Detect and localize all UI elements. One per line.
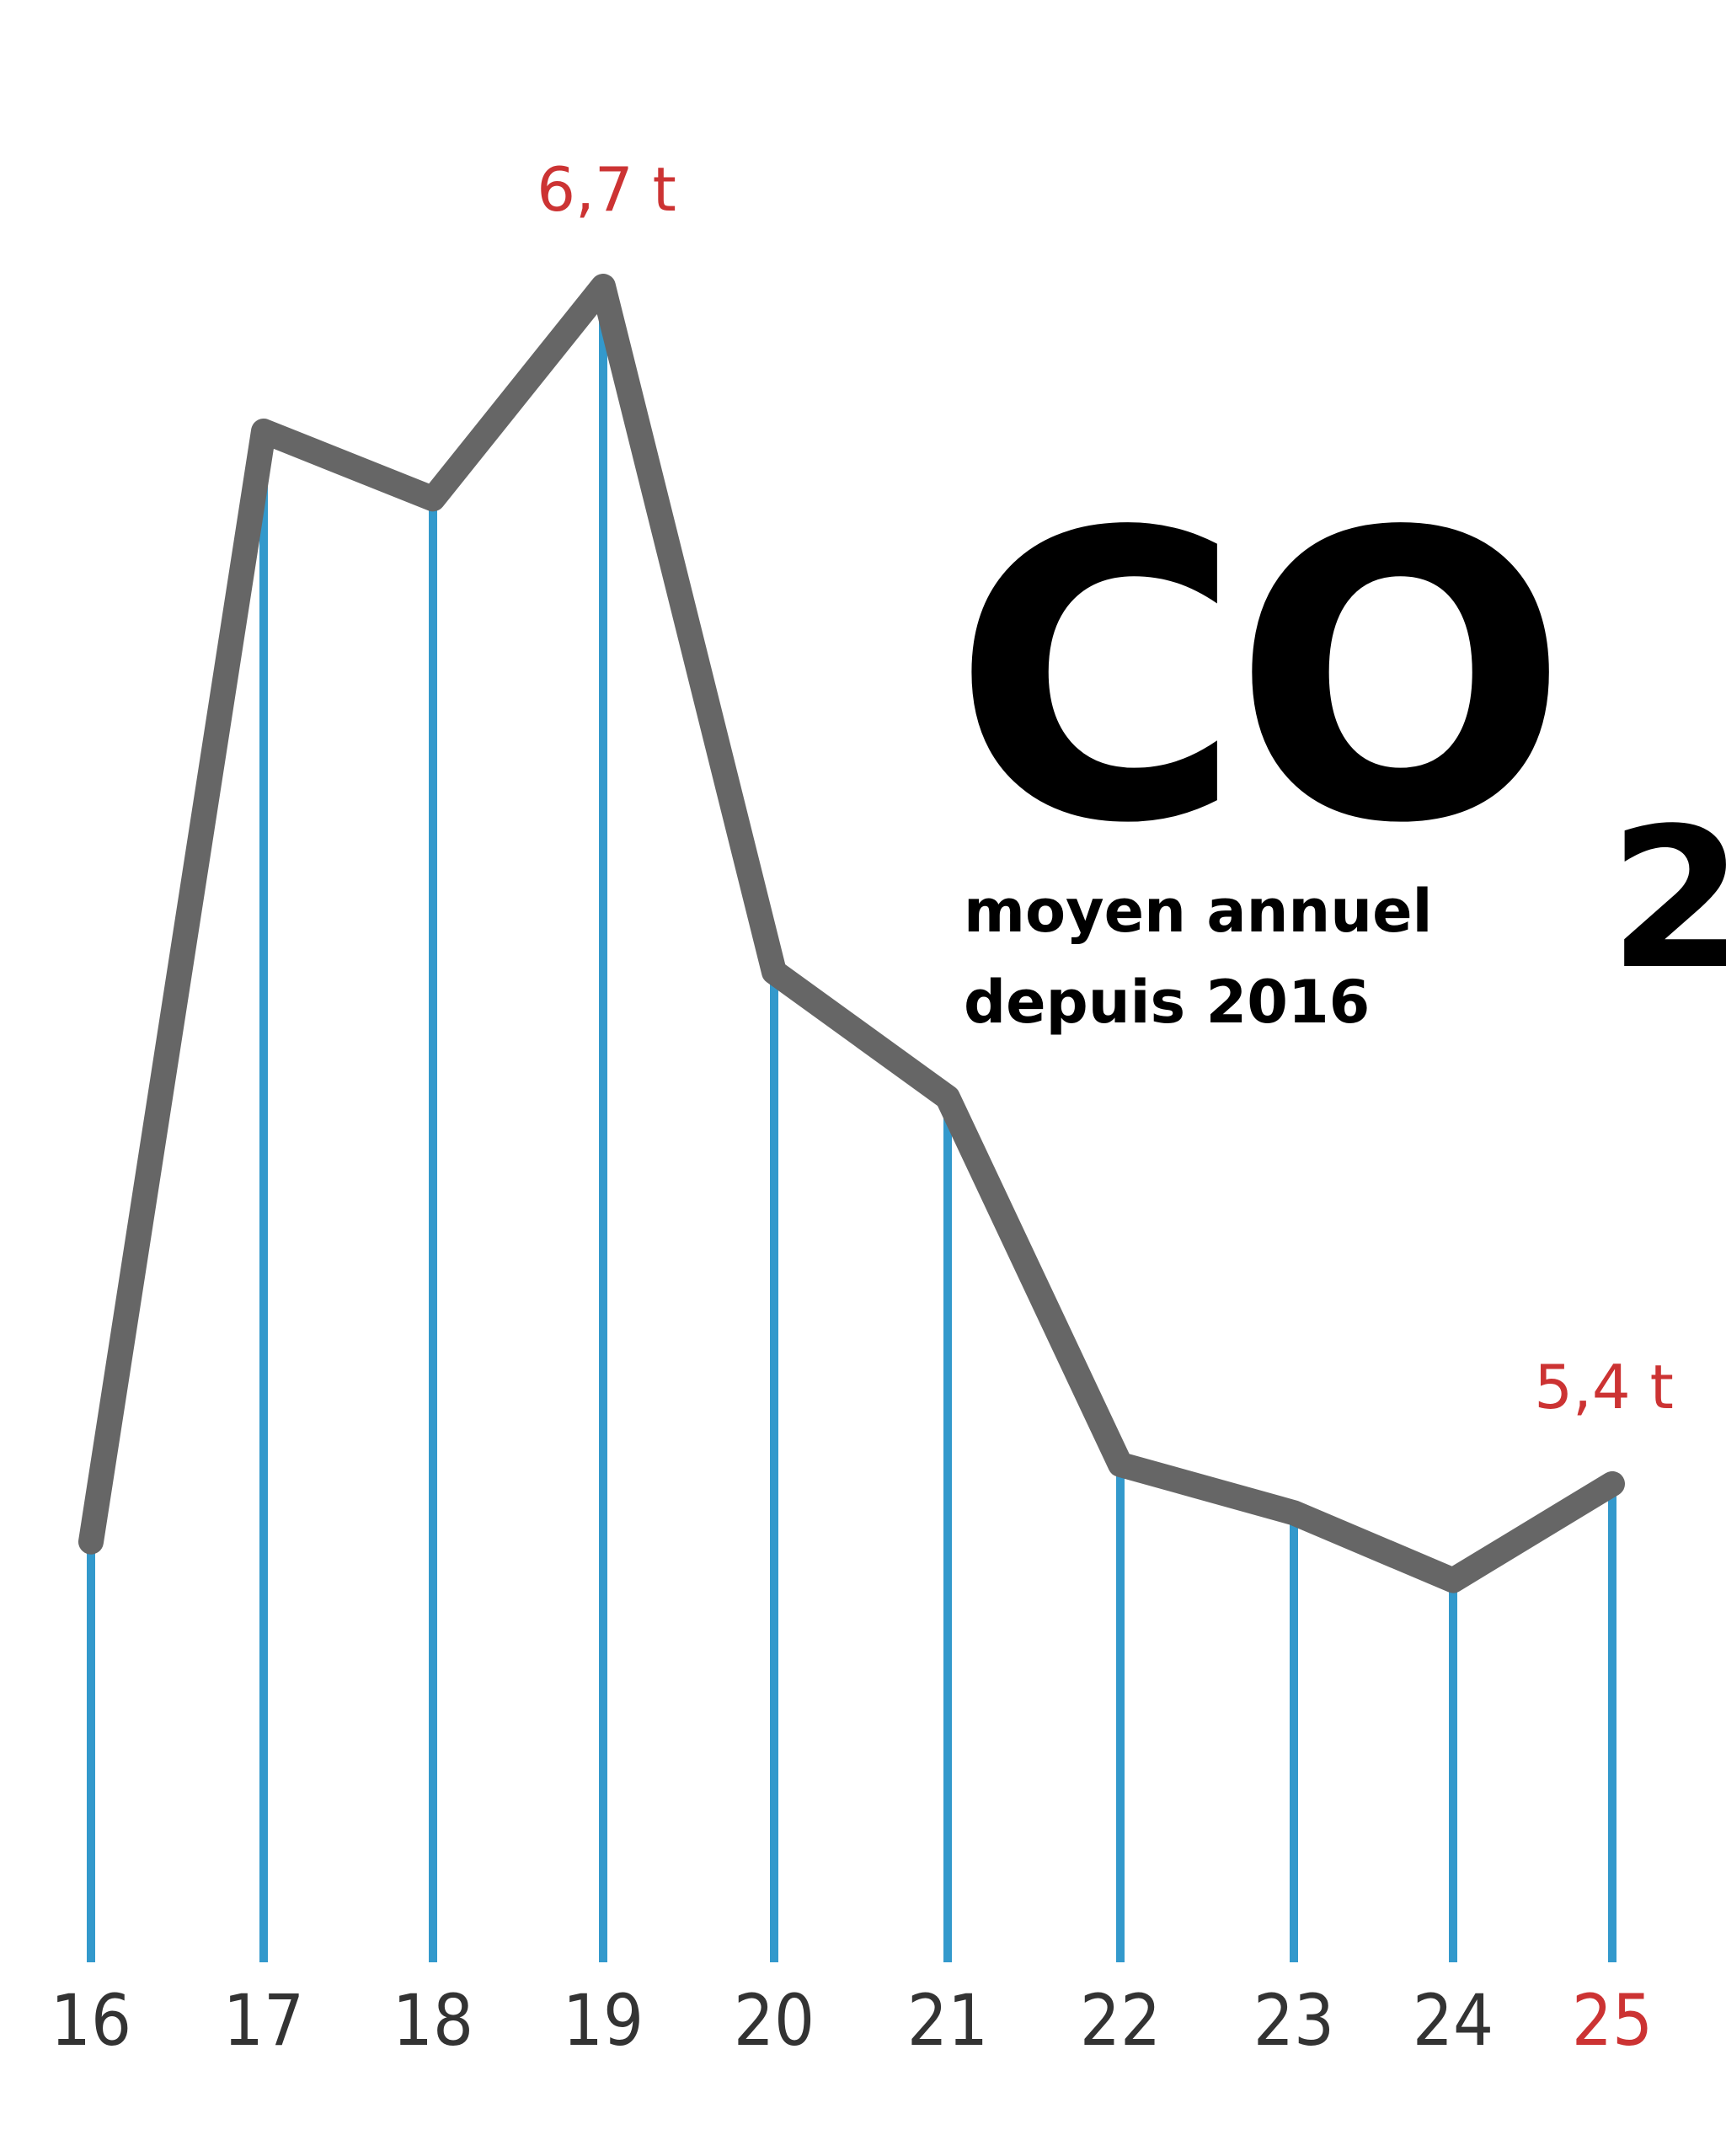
data-label-19: 6,7 t (537, 154, 676, 225)
chart-subtitle: moyen annuel depuis 2016 (964, 866, 1433, 1048)
tick-label-20: 20 (734, 1979, 815, 2062)
chart-title-subscript: 2 (1609, 787, 1726, 1012)
series-line (78, 274, 1625, 1593)
tick-label-17: 17 (223, 1979, 304, 2062)
tick-label-22: 22 (1080, 1979, 1161, 2062)
subtitle-line-1: moyen annuel (964, 877, 1433, 946)
chart-title-block: CO 2 moyen annuel depuis 2016 (952, 482, 1726, 1038)
tick-label-24: 24 (1413, 1979, 1494, 2062)
tick-label-23: 23 (1253, 1979, 1334, 2062)
tick-label-18: 18 (393, 1979, 473, 2062)
tick-label-19: 19 (563, 1979, 644, 2062)
drop-lines (87, 286, 1616, 1962)
chart-title: CO (952, 449, 1568, 910)
data-labels: 6,7 t 5,4 t (537, 154, 1674, 1422)
x-axis-tick-labels: 16 17 18 19 20 21 22 23 24 25 (51, 1979, 1653, 2062)
tick-label-21: 21 (907, 1979, 988, 2062)
tick-label-25: 25 (1572, 1979, 1653, 2062)
data-label-25: 5,4 t (1534, 1352, 1674, 1422)
tick-label-16: 16 (51, 1979, 131, 2062)
subtitle-line-2: depuis 2016 (964, 968, 1371, 1037)
